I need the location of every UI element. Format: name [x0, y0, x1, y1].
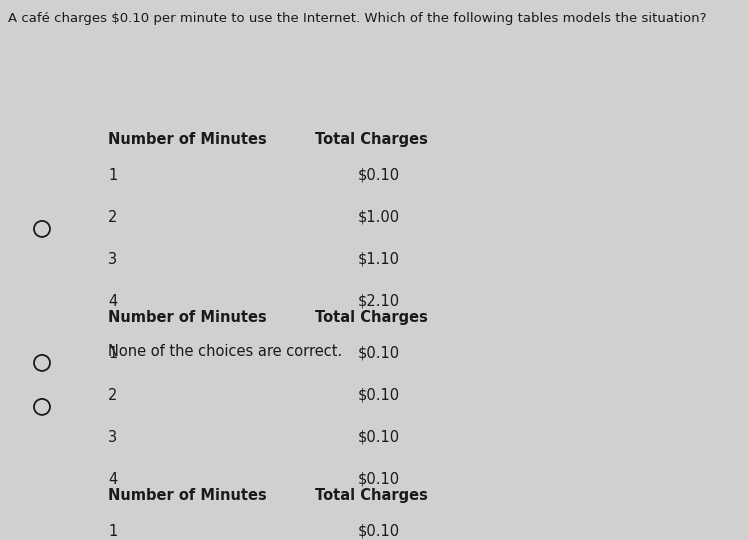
Text: Number of Minutes: Number of Minutes: [108, 310, 267, 325]
Text: Total Charges: Total Charges: [315, 132, 428, 147]
Text: $0.10: $0.10: [358, 472, 400, 487]
Text: 1: 1: [108, 524, 117, 539]
Text: $0.10: $0.10: [358, 168, 400, 183]
Text: $0.10: $0.10: [358, 346, 400, 361]
Text: 1: 1: [108, 346, 117, 361]
Text: 3: 3: [108, 430, 117, 445]
Text: 4: 4: [108, 472, 117, 487]
Text: $2.10: $2.10: [358, 294, 400, 309]
Text: $1.00: $1.00: [358, 210, 400, 225]
Text: Number of Minutes: Number of Minutes: [108, 132, 267, 147]
Text: 4: 4: [108, 294, 117, 309]
Text: 2: 2: [108, 210, 117, 225]
Text: $1.10: $1.10: [358, 252, 400, 267]
Text: Total Charges: Total Charges: [315, 488, 428, 503]
Text: 3: 3: [108, 252, 117, 267]
Text: $0.10: $0.10: [358, 430, 400, 445]
Text: A café charges $0.10 per minute to use the Internet. Which of the following tabl: A café charges $0.10 per minute to use t…: [8, 12, 707, 25]
Text: Number of Minutes: Number of Minutes: [108, 488, 267, 503]
Text: 1: 1: [108, 168, 117, 183]
Text: Total Charges: Total Charges: [315, 310, 428, 325]
Text: 2: 2: [108, 388, 117, 403]
Text: $0.10: $0.10: [358, 524, 400, 539]
Text: $0.10: $0.10: [358, 388, 400, 403]
Text: None of the choices are correct.: None of the choices are correct.: [108, 344, 343, 359]
